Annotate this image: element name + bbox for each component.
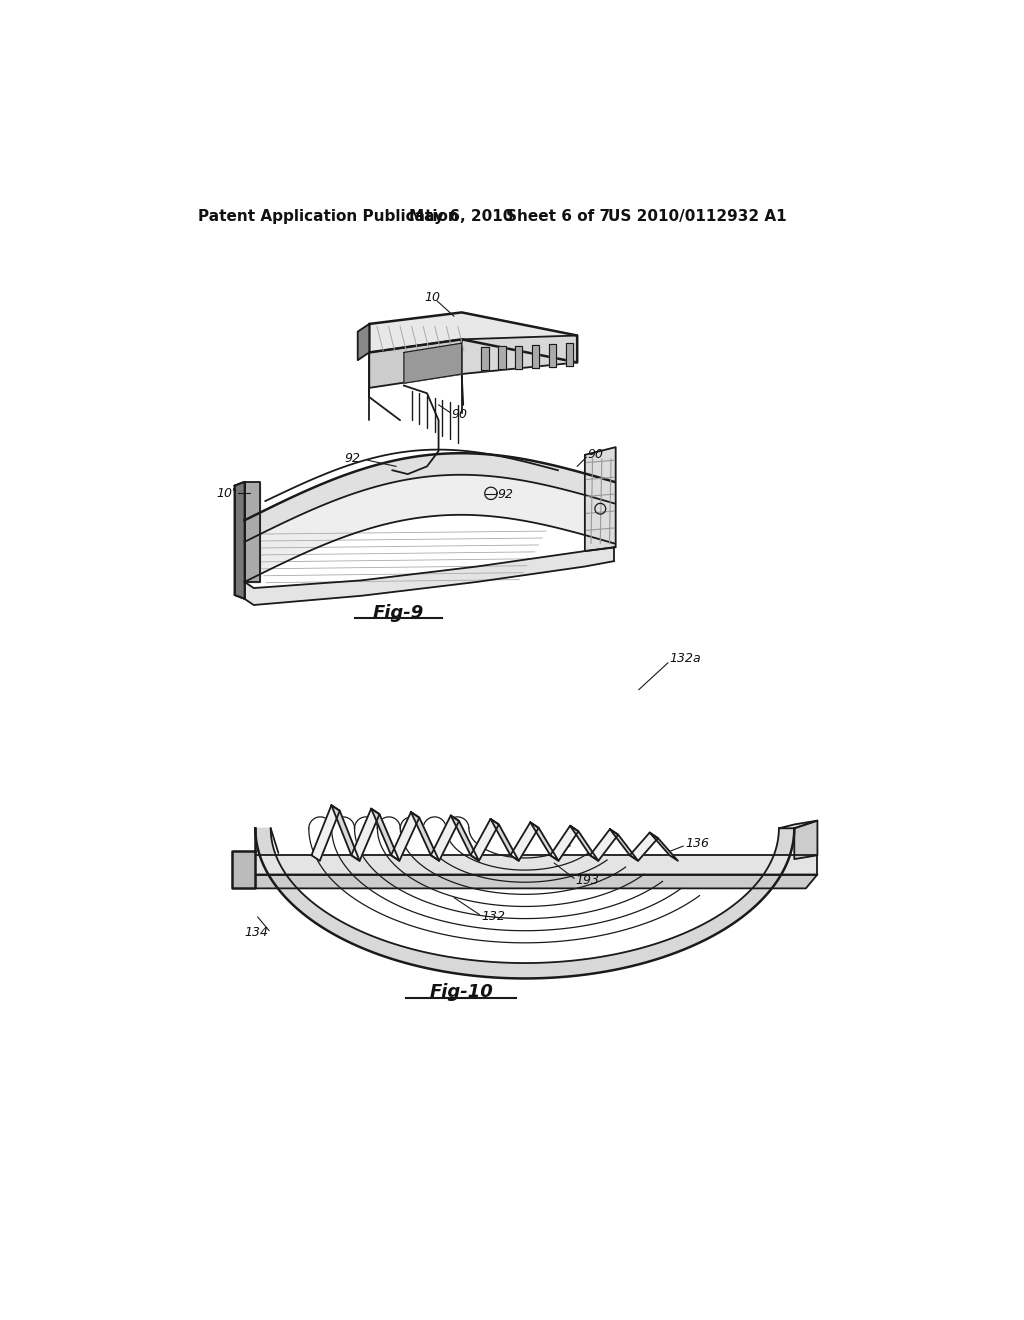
Polygon shape [795, 821, 817, 859]
Text: 10: 10 [425, 290, 440, 304]
Polygon shape [498, 346, 506, 370]
Text: Fig-10: Fig-10 [430, 982, 494, 1001]
Polygon shape [610, 829, 638, 861]
Polygon shape [462, 335, 578, 374]
Text: 92: 92 [497, 487, 513, 500]
Text: 90: 90 [588, 449, 604, 462]
Text: 92: 92 [345, 453, 360, 465]
Polygon shape [391, 812, 419, 861]
Polygon shape [585, 447, 615, 552]
Polygon shape [351, 809, 380, 861]
Polygon shape [481, 347, 488, 370]
Text: US 2010/0112932 A1: US 2010/0112932 A1 [608, 209, 786, 223]
Polygon shape [510, 822, 539, 861]
Text: 132a: 132a [670, 652, 701, 665]
Text: 193: 193 [575, 874, 600, 887]
Text: 136: 136 [685, 837, 709, 850]
Polygon shape [570, 826, 598, 861]
Polygon shape [550, 826, 579, 861]
Text: 134: 134 [245, 925, 268, 939]
Polygon shape [403, 343, 462, 383]
Polygon shape [370, 339, 462, 388]
Polygon shape [255, 855, 817, 874]
Polygon shape [490, 818, 519, 861]
Polygon shape [371, 809, 399, 861]
Text: 10': 10' [217, 487, 237, 500]
Polygon shape [255, 829, 795, 978]
Text: 132: 132 [481, 911, 505, 924]
Polygon shape [245, 453, 614, 543]
Polygon shape [411, 812, 439, 861]
Text: Patent Application Publication: Patent Application Publication [199, 209, 459, 223]
Polygon shape [531, 345, 540, 368]
Polygon shape [565, 343, 573, 367]
Text: Sheet 6 of 7: Sheet 6 of 7 [506, 209, 610, 223]
Polygon shape [530, 822, 558, 861]
Polygon shape [549, 345, 556, 367]
Polygon shape [245, 548, 614, 605]
Polygon shape [332, 805, 359, 861]
Polygon shape [234, 482, 245, 599]
Polygon shape [451, 816, 479, 861]
Polygon shape [311, 805, 340, 861]
Polygon shape [649, 833, 678, 861]
Polygon shape [779, 821, 817, 829]
Polygon shape [630, 833, 658, 861]
Text: May 6, 2010: May 6, 2010 [410, 209, 514, 223]
Polygon shape [232, 851, 255, 888]
Polygon shape [431, 816, 459, 861]
Polygon shape [370, 313, 578, 363]
Text: 90: 90 [452, 408, 468, 421]
Polygon shape [471, 818, 499, 861]
Polygon shape [357, 323, 370, 360]
Polygon shape [245, 482, 260, 582]
Polygon shape [515, 346, 522, 368]
Polygon shape [245, 475, 614, 582]
Text: Fig-9: Fig-9 [373, 603, 424, 622]
Polygon shape [590, 829, 618, 861]
Polygon shape [255, 874, 817, 888]
